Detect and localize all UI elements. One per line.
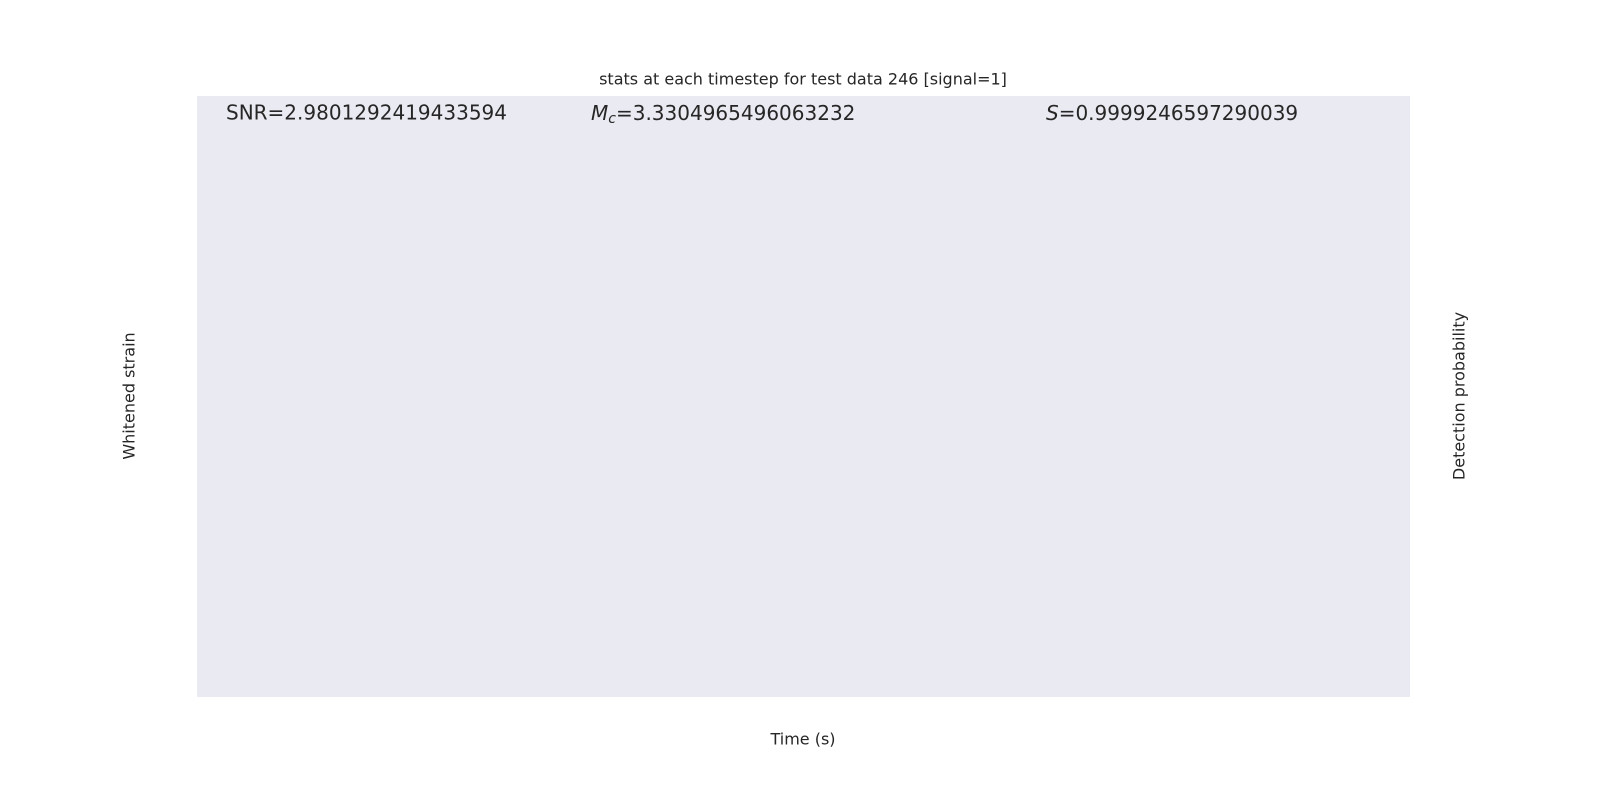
- s-value: =0.9999246597290039: [1059, 101, 1298, 125]
- mc-annotation: Mc=3.3304965496063232: [591, 101, 855, 128]
- y-axis-label: Whitened strain: [120, 332, 139, 459]
- s-annotation: S=0.9999246597290039: [1046, 101, 1298, 125]
- y2-axis-label: Detection probability: [1450, 312, 1469, 480]
- x-axis-label: Time (s): [769, 730, 835, 749]
- mc-symbol: M: [591, 101, 608, 125]
- chart-title: stats at each timestep for test data 246…: [599, 70, 1007, 89]
- plot-background: [197, 96, 1410, 697]
- snr-annotation: SNR=2.9801292419433594: [226, 101, 507, 125]
- mc-subscript: c: [608, 111, 616, 127]
- mc-value: =3.3304965496063232: [616, 101, 855, 125]
- s-symbol: S: [1046, 101, 1059, 125]
